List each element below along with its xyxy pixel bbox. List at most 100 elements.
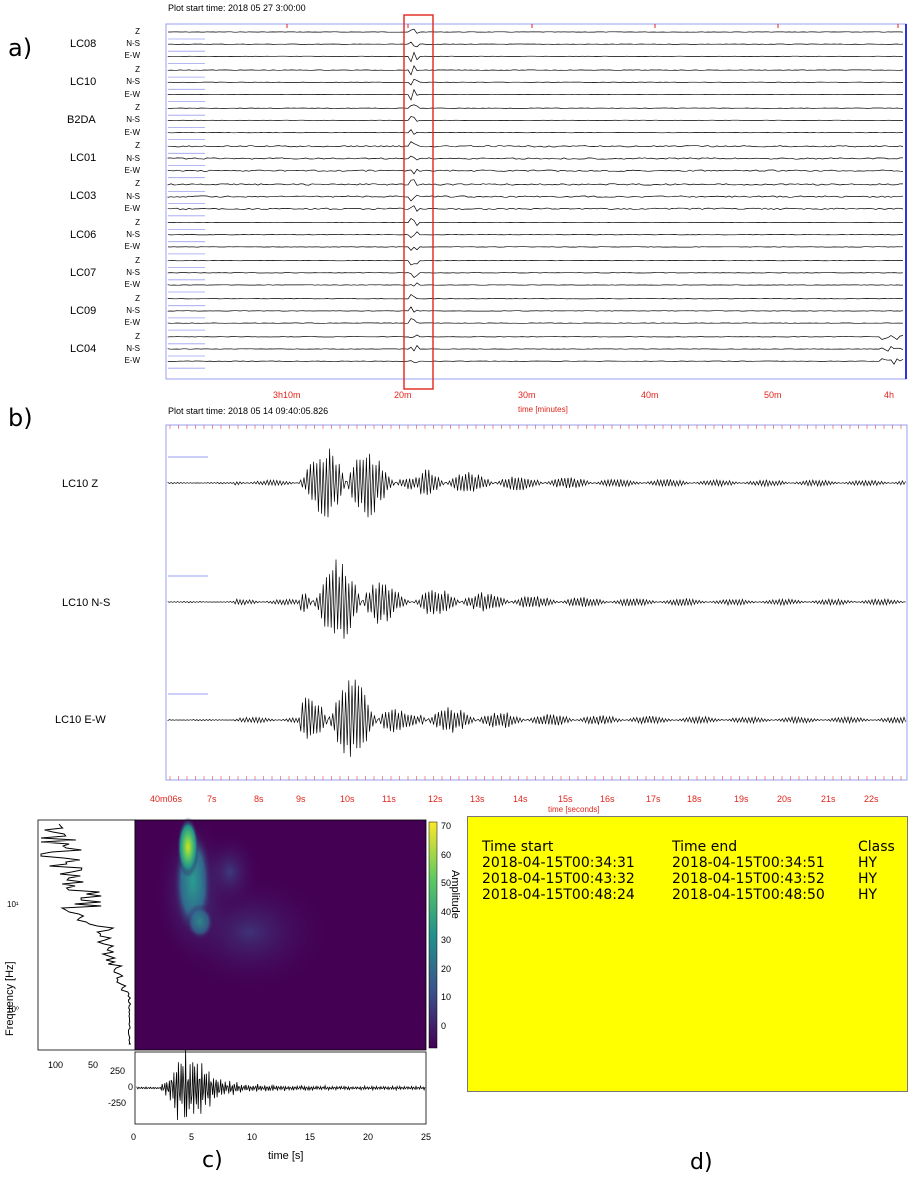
panel-a-frame xyxy=(165,23,907,380)
station-trace xyxy=(167,344,904,352)
component-label: N-S xyxy=(126,305,140,315)
colorbar-tick: 30 xyxy=(441,935,452,945)
panel-b-frame xyxy=(165,424,908,781)
cell-time-end: 2018-04-15T00:43:52 xyxy=(672,871,825,887)
x-tick-label: 14s xyxy=(513,794,528,804)
station-trace xyxy=(167,78,903,86)
freq-tick-10-0: 10⁰ xyxy=(7,1005,20,1014)
x-tick-label: 20 xyxy=(363,1132,374,1142)
component-label: N-S xyxy=(126,115,140,125)
station-trace xyxy=(167,168,904,175)
panel-d-letter: d) xyxy=(690,1150,713,1175)
component-label: Z xyxy=(135,141,140,151)
cell-class: HY xyxy=(858,855,878,871)
station-trace xyxy=(167,155,904,161)
wave-tick-minus-250: -250 xyxy=(108,1098,127,1108)
panel-a-x-label: time [minutes] xyxy=(518,405,568,414)
colorbar-tick: 20 xyxy=(441,963,452,974)
x-tick-label: 9s xyxy=(296,794,306,804)
panel-c-letter: c) xyxy=(202,1148,223,1173)
station-trace xyxy=(167,104,904,109)
component-label: N-S xyxy=(126,153,140,163)
x-tick-label: 30m xyxy=(518,390,536,400)
x-tick-label: 13s xyxy=(470,794,485,804)
station-label: LC06 xyxy=(70,228,97,241)
x-tick-label: 4h xyxy=(884,390,895,400)
panel-c-spectrogram-figure xyxy=(37,817,438,1125)
header-class: Class xyxy=(858,839,895,855)
x-tick-label: 8s xyxy=(254,794,264,804)
cell-class: HY xyxy=(858,887,878,903)
component-trace xyxy=(167,679,906,757)
component-label: Z xyxy=(135,65,140,75)
component-trace xyxy=(167,559,906,639)
component-label: Z xyxy=(135,103,140,113)
component-label: Z xyxy=(135,27,140,36)
component-label: Z xyxy=(135,217,140,227)
x-tick-label: 50m xyxy=(764,390,782,400)
panel-a-seismogram-plot xyxy=(165,14,907,390)
component-label: E-W xyxy=(124,165,140,175)
station-trace xyxy=(167,231,903,238)
x-tick-label: 10s xyxy=(340,794,355,804)
colorbar-tick: 10 xyxy=(441,992,452,1002)
header-time-start: Time start xyxy=(482,839,554,855)
x-tick-label: 40m06s xyxy=(150,794,183,804)
wave-tick-250: 250 xyxy=(110,1066,126,1076)
component-label: Z xyxy=(135,179,140,189)
station-trace xyxy=(167,64,904,76)
x-tick-label: 12s xyxy=(428,794,443,804)
component-label: Z xyxy=(135,331,140,341)
station-trace xyxy=(167,282,903,287)
component-trace xyxy=(167,448,906,518)
colorbar-tick: 50 xyxy=(441,878,452,888)
component-label: N-S xyxy=(126,39,140,49)
x-tick-label: 20m xyxy=(394,390,412,400)
station-trace xyxy=(167,179,904,186)
station-label: LC09 xyxy=(70,304,97,317)
colorbar xyxy=(428,821,438,1049)
x-tick-label: 10 xyxy=(247,1132,258,1142)
component-label: N-S xyxy=(126,191,140,201)
x-tick-label: 17s xyxy=(646,794,661,804)
x-tick-label: 0 xyxy=(131,1132,137,1142)
detections-table: Time start Time end Class 2018-04-15T00:… xyxy=(482,839,895,903)
station-trace xyxy=(167,306,904,313)
station-label: LC10 xyxy=(70,76,97,89)
spectrum-tick-50: 50 xyxy=(88,1060,99,1070)
cell-class: HY xyxy=(858,871,878,887)
colorbar-tick: 0 xyxy=(441,1020,447,1031)
station-trace xyxy=(167,318,904,324)
table-row: 2018-04-15T00:34:31 2018-04-15T00:34:51 … xyxy=(482,855,895,871)
wave-tick-0: 0 xyxy=(128,1082,134,1092)
component-label: N-S xyxy=(126,229,140,239)
freq-tick-10-1: 10¹ xyxy=(7,900,19,909)
frequency-axis-label: Frequency [Hz] xyxy=(4,961,16,1036)
colorbar-tick: 70 xyxy=(441,821,452,831)
component-label: E-W xyxy=(124,127,140,137)
station-trace xyxy=(167,334,904,340)
panel-b-x-label: time [seconds] xyxy=(548,805,600,814)
cell-time-start: 2018-04-15T00:43:32 xyxy=(482,871,635,887)
x-tick-label: 25 xyxy=(421,1132,432,1142)
x-tick-label: 15 xyxy=(305,1132,316,1142)
station-trace xyxy=(167,218,904,227)
detections-table-panel: Time start Time end Class 2018-04-15T00:… xyxy=(467,816,908,1092)
panel-b-letter: b) xyxy=(8,404,33,432)
trace-label-ew: LC10 E-W xyxy=(55,714,106,726)
x-tick-label: 21s xyxy=(821,794,836,804)
trace-label-ns: LC10 N-S xyxy=(62,597,111,609)
station-trace xyxy=(167,205,904,212)
table-row: 2018-04-15T00:48:24 2018-04-15T00:48:50 … xyxy=(482,887,895,903)
x-tick-label: 3h10m xyxy=(273,390,301,400)
station-trace xyxy=(167,116,904,122)
waveform-x-label: time [s] xyxy=(268,1150,304,1162)
component-label: Z xyxy=(135,293,140,303)
x-tick-label: 40m xyxy=(641,390,659,400)
cell-time-end: 2018-04-15T00:34:51 xyxy=(672,855,825,871)
cell-time-start: 2018-04-15T00:34:31 xyxy=(482,855,635,871)
station-trace xyxy=(167,41,904,48)
component-label: E-W xyxy=(124,203,140,213)
station-trace xyxy=(167,272,904,278)
amplitude-spectrum-plot xyxy=(37,819,136,1051)
